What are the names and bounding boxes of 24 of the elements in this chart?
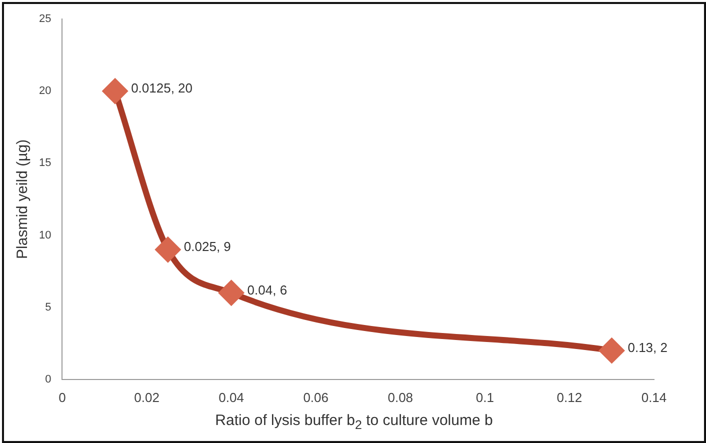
y-tick-label: 5: [45, 301, 52, 314]
point: [156, 238, 180, 262]
x-tick-label: 0.04: [218, 390, 244, 405]
data-label: 0.13, 2: [628, 340, 668, 356]
x-tick-label: 0.14: [641, 390, 667, 405]
y-tick-label: 10: [38, 229, 52, 242]
data-label: 0.0125, 20: [131, 80, 193, 96]
x-axis-title: Ratio of lysis buffer b$_{2}$ to culture volume b: [214, 412, 494, 432]
x-tick-label: 0.06: [303, 390, 329, 405]
point: [600, 338, 624, 363]
x-tick-label: 0: [58, 390, 66, 405]
data-label: 0.04, 6: [247, 282, 288, 298]
point: [219, 280, 244, 305]
data-label: 0.025, 9: [184, 239, 231, 254]
point: [103, 79, 128, 104]
x-tick-label: 0.1: [476, 390, 494, 405]
y-tick-label: 20: [38, 85, 52, 98]
y-tick-label: 0: [45, 373, 52, 386]
y-tick-label: 25: [38, 13, 52, 26]
y-tick-label: 15: [38, 157, 52, 170]
x-tick-label: 0.02: [134, 390, 160, 405]
x-tick-label: 0.12: [556, 390, 582, 405]
x-tick-label: 0.08: [388, 390, 414, 405]
y-axis-title: Plasmid yeild (µg): [14, 139, 32, 259]
